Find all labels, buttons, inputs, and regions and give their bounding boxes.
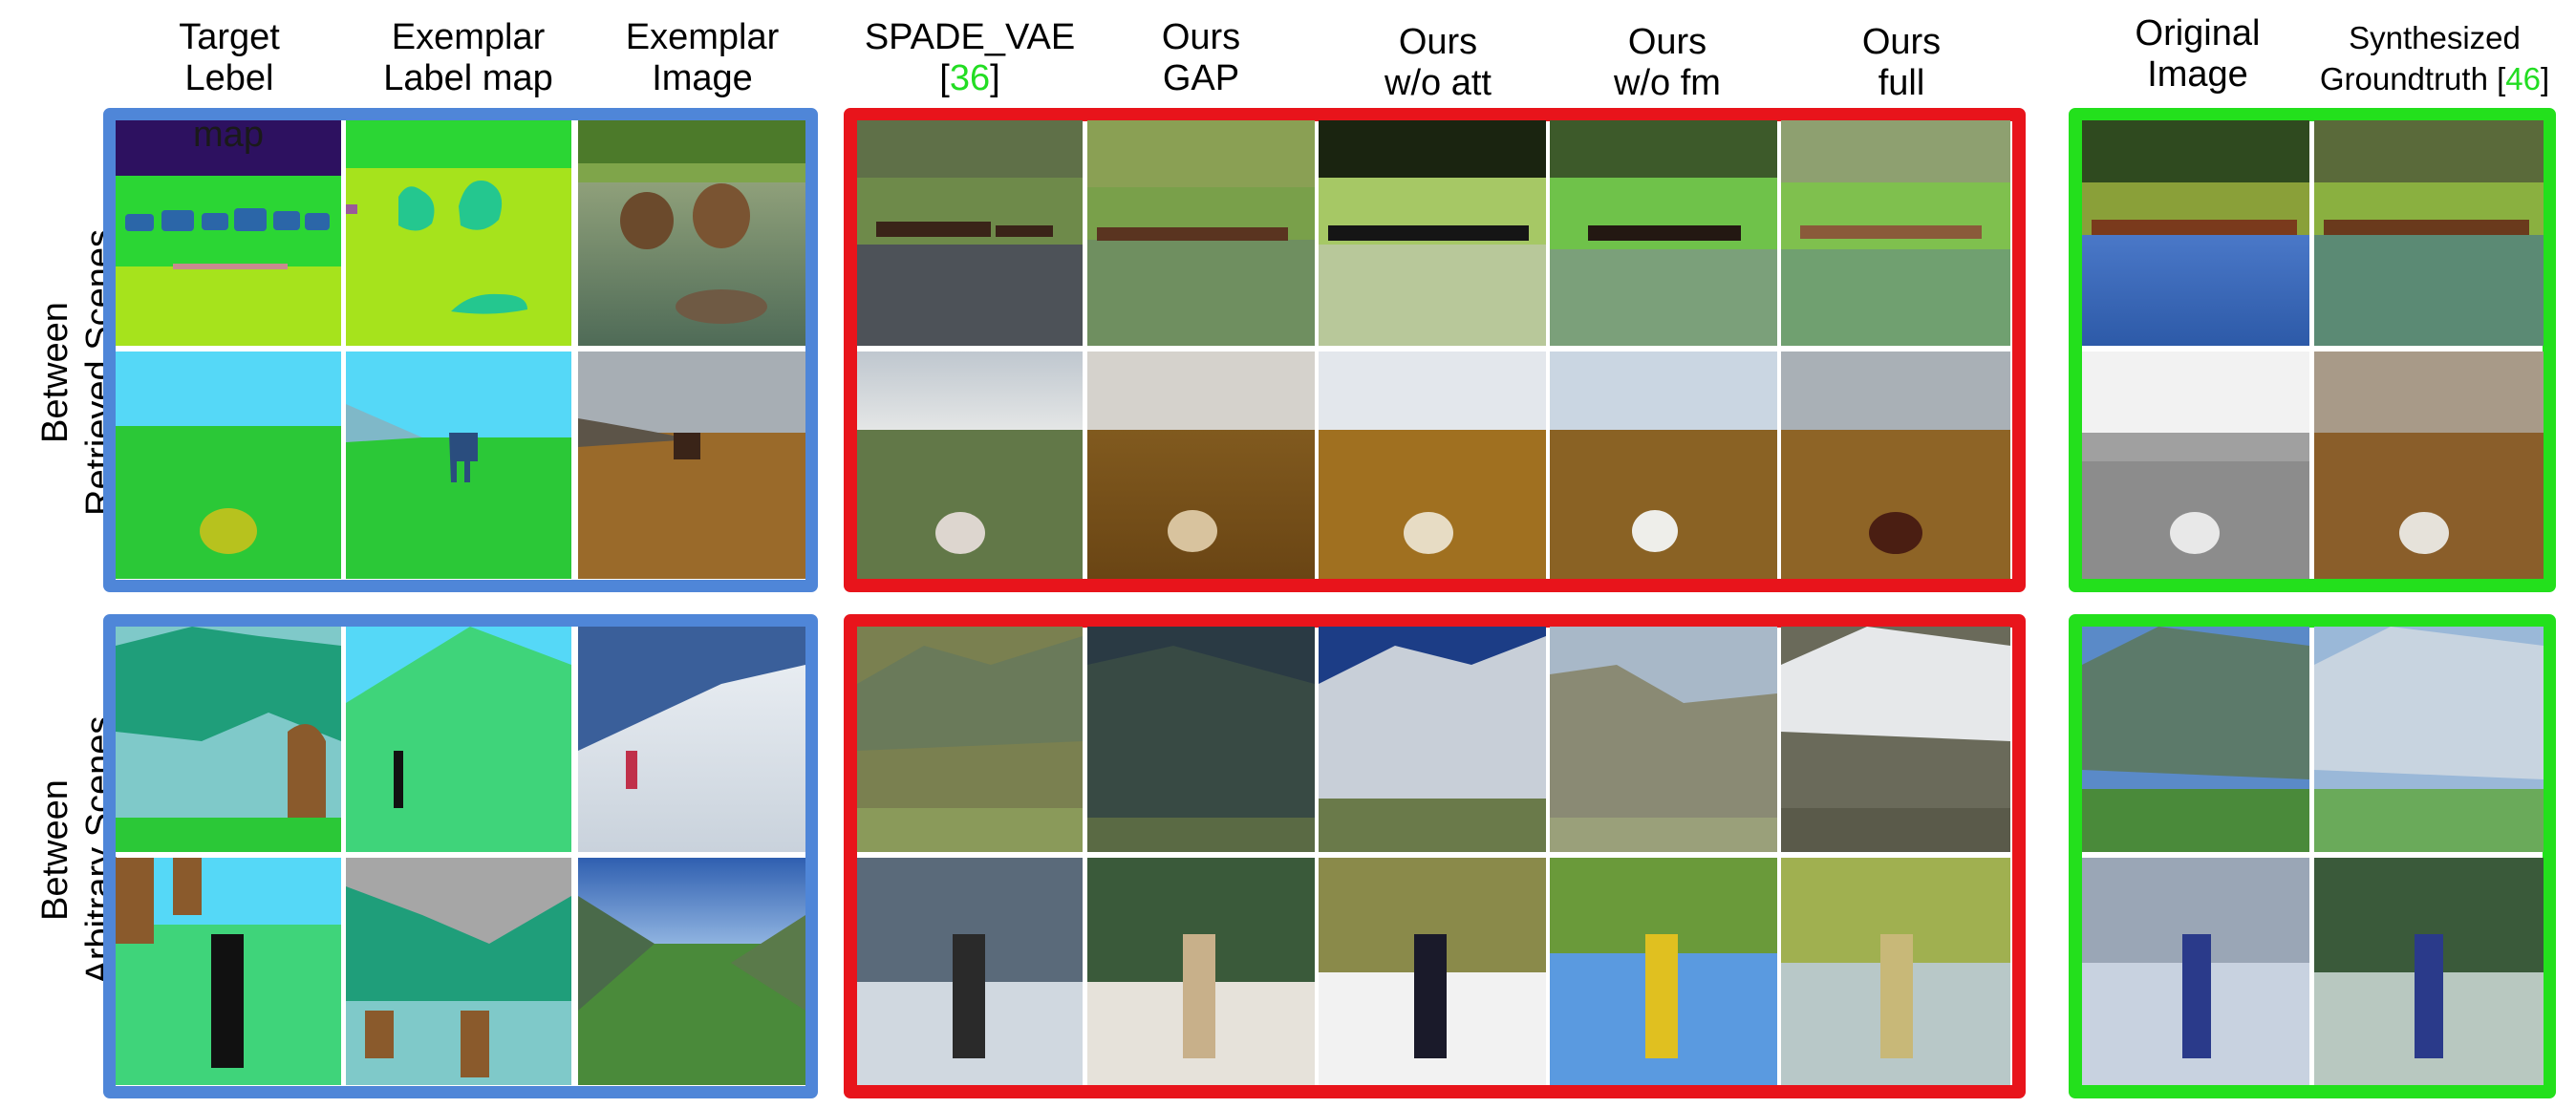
header-ours-gap: Ours GAP <box>1161 17 1241 98</box>
header-spade-vae: SPADE_VAE [36] <box>864 17 1076 98</box>
tile-ours-gap-sheep <box>1087 352 1315 579</box>
tile-exemplar-label-map-cow <box>346 352 571 579</box>
tile-ours-wo-fm-mountain <box>1550 627 1777 852</box>
tile-original-image-skier <box>2082 858 2309 1085</box>
tile-exemplar-label-map-skier <box>346 627 571 852</box>
tile-ours-wo-fm-sheep <box>1550 352 1777 579</box>
tile-synthesized-gt-sheep <box>2314 352 2544 579</box>
header-target-label-map: Target Lebel <box>179 17 280 98</box>
input-frame-top <box>103 108 818 592</box>
tile-original-image-mountain <box>2082 627 2309 852</box>
tile-target-label-map-horses: map <box>116 120 341 346</box>
citation-ref: 46 <box>2505 61 2541 96</box>
header-exemplar-image: Exemplar Image <box>625 17 780 98</box>
method-frame-top <box>844 108 2026 592</box>
tile-ours-wo-fm-skier <box>1550 858 1777 1085</box>
tile-ours-full-skier <box>1781 858 2010 1085</box>
tile-original-image-sheep <box>2082 352 2309 579</box>
tile-spade-vae-horses <box>857 120 1083 346</box>
tile-target-label-map-skier <box>116 858 341 1085</box>
tile-ours-wo-fm-horses <box>1550 120 1777 346</box>
citation-ref: 36 <box>949 58 991 98</box>
tile-exemplar-image-cow <box>578 352 805 579</box>
tile-target-label-map-sheep <box>116 352 341 579</box>
tile-synthesized-gt-mountain <box>2314 627 2544 852</box>
tile-ours-gap-mountain <box>1087 627 1315 852</box>
tile-ours-gap-skier <box>1087 858 1315 1085</box>
input-frame-bottom <box>103 614 818 1098</box>
tile-spade-vae-mountain <box>857 627 1083 852</box>
reference-frame-top <box>2069 108 2556 592</box>
tile-original-image-horses <box>2082 120 2309 346</box>
header-ours-full: Ours full <box>1861 22 1942 103</box>
header-exemplar-label-map: Exemplar Label map <box>383 17 553 98</box>
method-frame-bottom <box>844 614 2026 1098</box>
tile-ours-wo-att-horses <box>1319 120 1546 346</box>
tile-exemplar-image-valley <box>578 858 805 1085</box>
tile-exemplar-label-map-valley <box>346 858 571 1085</box>
header-ours-wo-fm: Ours w/o fm <box>1614 22 1721 103</box>
tile-target-label-map-mountain <box>116 627 341 852</box>
tile-ours-full-horses <box>1781 120 2010 346</box>
header-ours-wo-att: Ours w/o att <box>1385 22 1492 103</box>
tile-ours-full-mountain <box>1781 627 2010 852</box>
header-original-image: Original Image <box>2135 13 2261 95</box>
tile-exemplar-image-skier <box>578 627 805 852</box>
tile-ours-wo-att-sheep <box>1319 352 1546 579</box>
tile-synthesized-gt-skier <box>2314 858 2544 1085</box>
reference-frame-bottom <box>2069 614 2556 1098</box>
tile-ours-wo-att-skier <box>1319 858 1546 1085</box>
tile-ours-gap-horses <box>1087 120 1315 346</box>
tile-spade-vae-skier <box>857 858 1083 1085</box>
header-synthesized-groundtruth: Synthesized Groundtruth [46] <box>2319 20 2550 96</box>
tile-ours-full-sheep <box>1781 352 2010 579</box>
tile-exemplar-label-map-bears <box>346 120 571 346</box>
tile-exemplar-image-bears <box>578 120 805 346</box>
tile-spade-vae-sheep <box>857 352 1083 579</box>
tile-ours-wo-att-mountain <box>1319 627 1546 852</box>
tile-synthesized-gt-horses <box>2314 120 2544 346</box>
target-label-overflow-text: map <box>193 120 264 155</box>
